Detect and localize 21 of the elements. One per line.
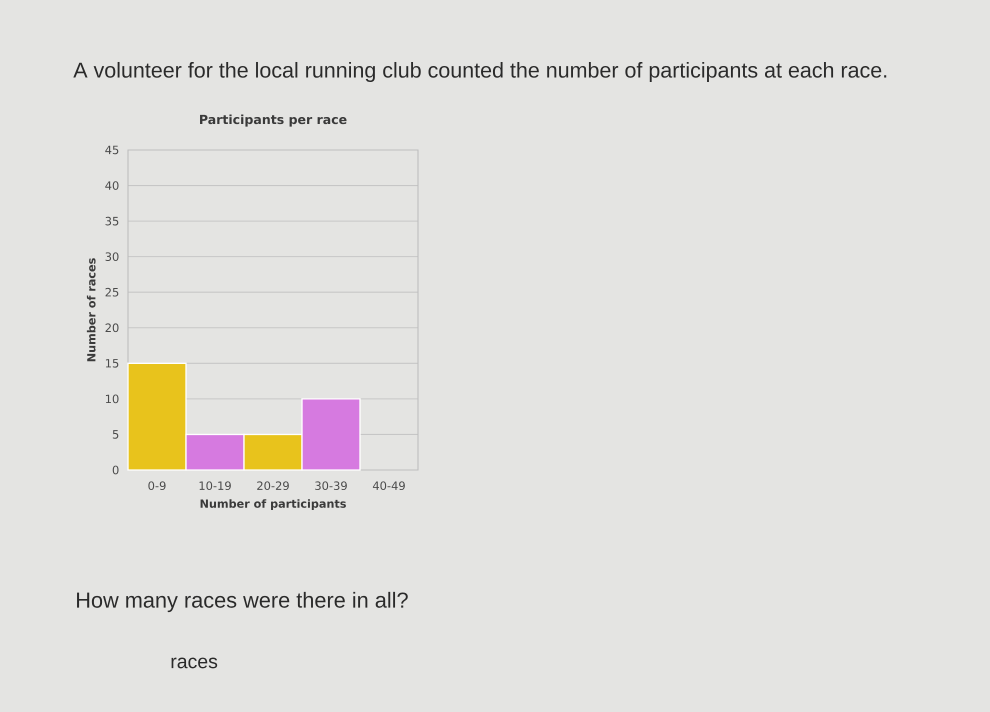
y-tick-label: 30 [106, 252, 119, 261]
y-tick-label: 5 [112, 430, 118, 439]
text: A volunteer for the local running club counted the number of participants at each race. [73, 62, 886, 82]
chart-title: Participants per race [200, 114, 347, 127]
y-tick-label: 45 [105, 146, 118, 154]
y-tick-label: 0 [112, 466, 119, 474]
y-tick-label: 35 [106, 216, 118, 226]
y-tick-label: 40 [105, 181, 119, 190]
y-tick-label: 25 [106, 288, 118, 297]
x-tick-label: 20-29 [257, 481, 289, 490]
x-tick-label: 40-49 [372, 481, 405, 490]
x-tick-label: 0-9 [148, 481, 166, 490]
y-tick-label: 10 [106, 394, 119, 404]
text: How many races were there in all? [77, 592, 408, 612]
y-tick-label: 15 [106, 359, 118, 368]
x-tick-label: 30-39 [315, 481, 347, 490]
text: races [172, 658, 218, 668]
y-tick-label: 20 [106, 323, 119, 332]
x-axis-title: Number of participants [200, 499, 346, 510]
y-axis-title: Number of races [86, 258, 96, 362]
x-tick-label: 10-19 [200, 481, 231, 490]
